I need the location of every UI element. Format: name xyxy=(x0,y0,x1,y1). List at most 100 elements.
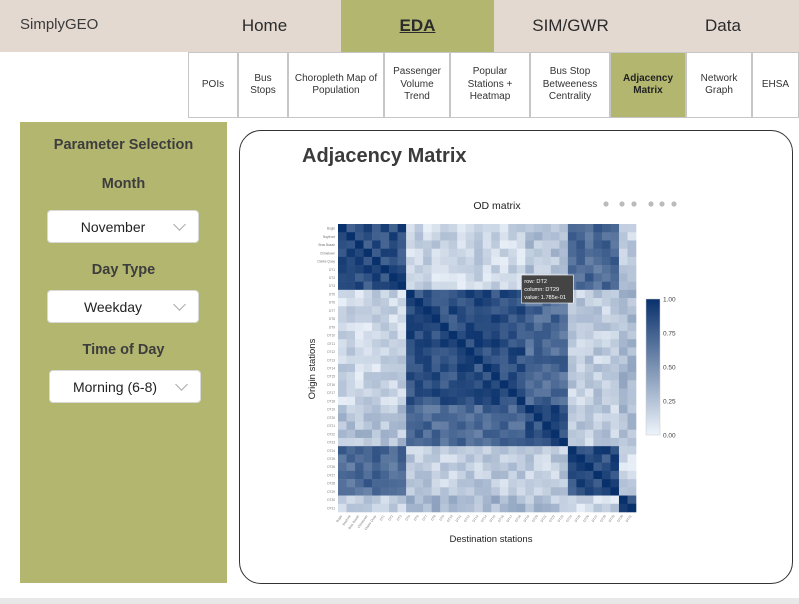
tab-passenger-volume[interactable]: Passenger Volume Trend xyxy=(384,52,450,118)
tab-bus-stops[interactable]: Bus Stops xyxy=(238,52,288,118)
heatmap-cell xyxy=(448,224,458,233)
heatmap-cell xyxy=(440,347,449,356)
brand-logo[interactable]: SimplyGEO xyxy=(20,16,99,33)
month-select[interactable]: November xyxy=(47,210,199,243)
nav-sim-gwr[interactable]: SIM/GWR xyxy=(532,16,609,35)
heatmap-cell xyxy=(533,479,543,488)
heatmap-cell xyxy=(440,470,449,480)
heatmap-cell xyxy=(389,380,398,389)
heatmap-cell xyxy=(397,413,407,422)
tab-popular-stations[interactable]: Popular Stations + Heatmap xyxy=(450,52,530,118)
heatmap-cell xyxy=(372,396,381,406)
heatmap-cell xyxy=(550,479,560,488)
heatmap-cell xyxy=(440,396,449,406)
heatmap-cell xyxy=(525,405,535,414)
heatmap-cell xyxy=(601,495,611,505)
heatmap-cell xyxy=(448,429,458,439)
heatmap-cell xyxy=(465,405,475,414)
heatmap-cell xyxy=(372,248,381,258)
x-tick-label: DT17 xyxy=(506,514,514,523)
heatmap-cell xyxy=(448,240,458,249)
heatmap-cell xyxy=(610,372,620,381)
heatmap-cell xyxy=(338,322,347,332)
heatmap-cell xyxy=(482,256,492,266)
nav-data[interactable]: Data xyxy=(705,16,741,35)
heatmap-cell xyxy=(338,372,347,381)
heatmap-cell xyxy=(414,405,424,414)
heatmap-cell xyxy=(584,446,594,455)
tab-pois[interactable]: POIs xyxy=(188,52,238,118)
tab-betweenness-centrality[interactable]: Bus Stop Betweeness Centrality xyxy=(530,52,610,118)
nav-home[interactable]: Home xyxy=(241,16,288,35)
heatmap-cell xyxy=(508,256,518,266)
time-select[interactable]: Morning (6-8) xyxy=(49,370,201,403)
heatmap-cell xyxy=(618,273,628,282)
heatmap-cell xyxy=(499,503,509,513)
heatmap-cell xyxy=(601,248,611,258)
heatmap-cell xyxy=(431,256,441,266)
heatmap-cell xyxy=(516,470,526,480)
heatmap-cell xyxy=(508,470,518,480)
heatmap-cell xyxy=(516,454,526,463)
heatmap-cell xyxy=(440,339,449,348)
heatmap-cell xyxy=(601,396,611,406)
heatmap-cell xyxy=(567,372,577,381)
tab-ehsa[interactable]: EHSA xyxy=(752,52,799,118)
heatmap-cell xyxy=(406,388,415,398)
heatmap-cell xyxy=(533,256,543,266)
heatmap-cell xyxy=(567,339,577,348)
heatmap-cell xyxy=(397,273,407,282)
y-tick-label: DT19 xyxy=(327,408,335,412)
heatmap-cell xyxy=(559,462,569,472)
heatmap-cell xyxy=(525,306,535,315)
heatmap-cell xyxy=(474,289,484,299)
heatmap-cell xyxy=(542,388,552,398)
heatmap-cell xyxy=(584,322,594,332)
heatmap-cell xyxy=(567,314,577,324)
heatmap-cell xyxy=(601,330,611,340)
heatmap-cell xyxy=(372,437,381,447)
heatmap-cell xyxy=(380,347,390,356)
heatmap-cell xyxy=(338,446,347,455)
heatmap-cell xyxy=(627,429,637,439)
heatmap-cell xyxy=(601,256,611,266)
heatmap-cell xyxy=(576,322,586,332)
heatmap-cell xyxy=(389,372,398,381)
heatmap-cell xyxy=(576,405,586,414)
heatmap-cell xyxy=(550,487,560,496)
heatmap-cell xyxy=(601,487,611,496)
heatmap-cell xyxy=(482,248,492,258)
tab-adjacency-matrix[interactable]: Adjacency Matrix xyxy=(610,52,686,118)
heatmap-cell xyxy=(474,388,484,398)
heatmap-cell xyxy=(423,446,432,455)
heatmap-cell xyxy=(338,405,347,414)
heatmap-cell xyxy=(610,470,620,480)
heatmap-cell xyxy=(423,289,432,299)
heatmap-cell xyxy=(406,298,415,307)
tab-choropleth[interactable]: Choropleth Map of Population xyxy=(288,52,384,118)
heatmap-cell xyxy=(355,479,364,488)
heatmap-cell xyxy=(533,372,543,381)
heatmap-cell xyxy=(406,446,415,455)
heatmap-cell xyxy=(465,306,475,315)
heatmap-cell xyxy=(618,446,628,455)
heatmap-cell xyxy=(338,396,347,406)
heatmap-cell xyxy=(431,339,441,348)
nav-eda[interactable]: EDA xyxy=(341,0,494,52)
heatmap-cell xyxy=(389,470,398,480)
heatmap-cell xyxy=(474,487,484,496)
heatmap-cell xyxy=(397,240,407,249)
daytype-select[interactable]: Weekday xyxy=(47,290,199,323)
heatmap-cell xyxy=(491,396,501,406)
heatmap-cell xyxy=(338,224,347,233)
heatmap-cell xyxy=(542,248,552,258)
heatmap-cell xyxy=(499,281,509,291)
heatmap-cell xyxy=(389,256,398,266)
heatmap-cell xyxy=(618,256,628,266)
heatmap-cell xyxy=(397,355,407,365)
heatmap-cell xyxy=(363,232,373,241)
home-icon xyxy=(671,201,677,207)
tab-network-graph[interactable]: Network Graph xyxy=(686,52,752,118)
heatmap-cell xyxy=(610,240,620,249)
